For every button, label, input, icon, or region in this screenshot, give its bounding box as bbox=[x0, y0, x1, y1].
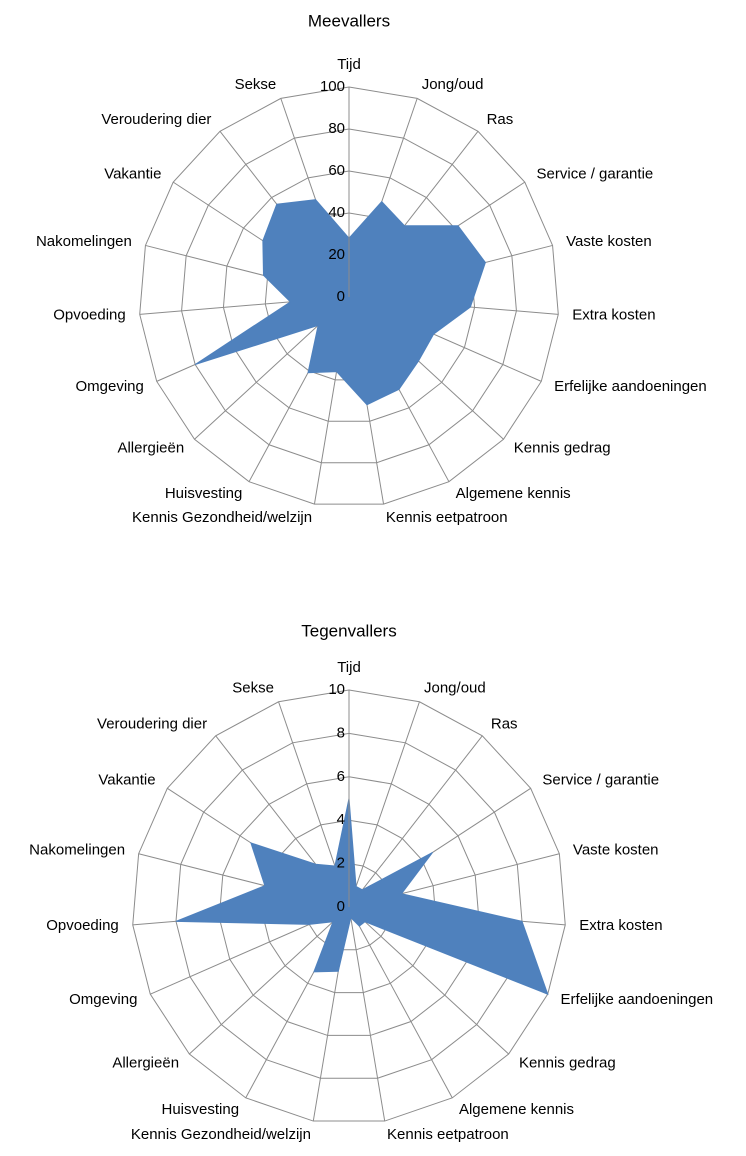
spoke bbox=[348, 906, 509, 1055]
y-tick-label: 10 bbox=[328, 681, 345, 698]
category-label: Nakomelingen bbox=[36, 233, 132, 250]
category-label: Kennis Gezondheid/welzijn bbox=[132, 509, 312, 526]
category-label: Jong/oud bbox=[422, 76, 484, 93]
grid-ring bbox=[175, 732, 523, 1079]
y-tick-label: 0 bbox=[337, 288, 345, 305]
y-tick-label: 4 bbox=[337, 811, 345, 828]
category-label: Service / garantie bbox=[542, 772, 659, 789]
category-label: Tijd bbox=[337, 659, 361, 676]
category-label: Nakomelingen bbox=[29, 841, 125, 858]
category-label: Service / garantie bbox=[537, 165, 654, 182]
radar-area bbox=[194, 199, 486, 406]
category-label: Sekse bbox=[235, 76, 277, 93]
category-label: Tijd bbox=[337, 56, 361, 73]
category-label: Algemene kennis bbox=[459, 1101, 574, 1118]
category-label: Ras bbox=[491, 716, 518, 733]
y-tick-label: 2 bbox=[337, 855, 345, 872]
category-label: Jong/oud bbox=[424, 679, 486, 696]
category-label: Sekse bbox=[232, 679, 274, 696]
category-label: Vakantie bbox=[98, 772, 155, 789]
category-label: Ras bbox=[487, 111, 514, 128]
category-label: Vaste kosten bbox=[566, 233, 652, 250]
grid-ring bbox=[218, 776, 480, 1036]
spoke bbox=[189, 906, 350, 1055]
chart-title: Meevallers bbox=[308, 11, 390, 30]
category-label: Vakantie bbox=[104, 165, 161, 182]
spoke bbox=[348, 701, 420, 908]
y-tick-label: 8 bbox=[337, 724, 345, 741]
y-tick-label: 6 bbox=[337, 768, 345, 785]
category-label: Extra kosten bbox=[572, 306, 655, 323]
category-label: Kennis Gezondheid/welzijn bbox=[131, 1126, 311, 1143]
grid-ring bbox=[181, 128, 517, 464]
category-label: Omgeving bbox=[69, 991, 137, 1008]
category-label: Veroudering dier bbox=[97, 716, 207, 733]
grid-ring bbox=[132, 689, 566, 1122]
category-label: Kennis eetpatroon bbox=[387, 1126, 509, 1143]
y-tick-label: 60 bbox=[328, 162, 345, 179]
category-label: Kennis gedrag bbox=[514, 440, 611, 457]
category-label: Huisvesting bbox=[162, 1101, 240, 1118]
y-tick-label: 0 bbox=[337, 898, 345, 915]
grid-ring bbox=[139, 86, 559, 505]
category-label: Opvoeding bbox=[46, 917, 119, 934]
category-label: Veroudering dier bbox=[101, 111, 211, 128]
y-tick-label: 20 bbox=[328, 246, 345, 263]
category-label: Omgeving bbox=[75, 378, 143, 395]
category-label: Allergieën bbox=[112, 1054, 179, 1071]
radar-area bbox=[175, 798, 549, 996]
category-label: Opvoeding bbox=[53, 306, 126, 323]
spoke bbox=[348, 735, 483, 908]
category-label: Erfelijke aandoeningen bbox=[561, 991, 714, 1008]
chart-title: Tegenvallers bbox=[301, 621, 396, 640]
y-tick-label: 80 bbox=[328, 120, 345, 137]
category-label: Kennis gedrag bbox=[519, 1054, 616, 1071]
category-label: Extra kosten bbox=[579, 917, 662, 934]
category-label: Vaste kosten bbox=[573, 841, 659, 858]
y-tick-label: 40 bbox=[328, 204, 345, 221]
y-tick-label: 100 bbox=[320, 78, 345, 95]
category-label: Huisvesting bbox=[165, 485, 243, 502]
category-label: Algemene kennis bbox=[456, 485, 571, 502]
spoke bbox=[348, 906, 386, 1122]
spoke bbox=[348, 906, 453, 1099]
category-label: Kennis eetpatroon bbox=[386, 509, 508, 526]
category-label: Erfelijke aandoeningen bbox=[554, 378, 707, 395]
category-label: Allergieën bbox=[117, 440, 184, 457]
